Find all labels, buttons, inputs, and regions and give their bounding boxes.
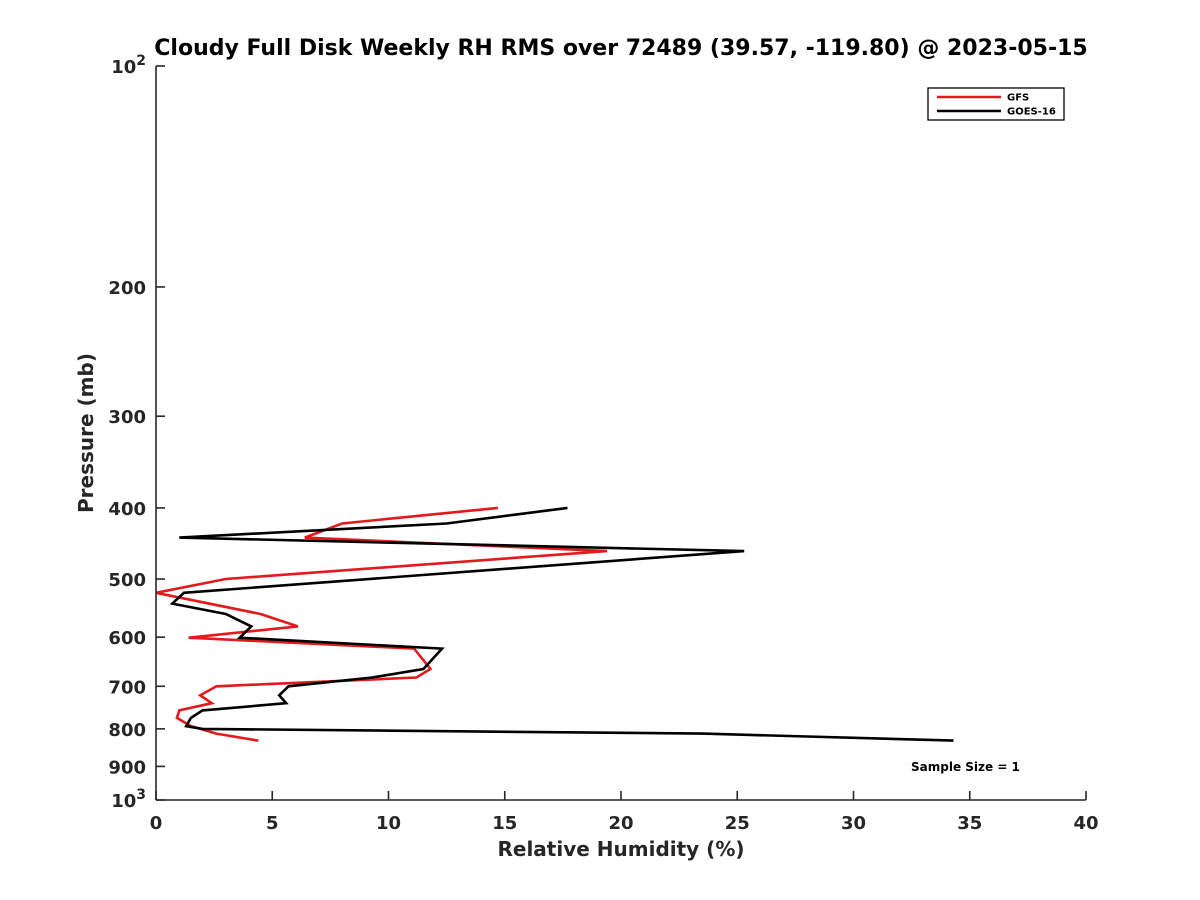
y-tick-label: 600 bbox=[108, 628, 146, 649]
series-layer bbox=[155, 506, 954, 742]
series-line-goes-16 bbox=[169, 506, 954, 742]
x-axis-label: Relative Humidity (%) bbox=[497, 837, 744, 861]
legend-label: GOES-16 bbox=[1007, 107, 1056, 118]
y-tick-label: 103 bbox=[111, 787, 146, 812]
y-tick-label: 500 bbox=[108, 570, 146, 591]
x-tick-label: 10 bbox=[376, 813, 401, 834]
legend-box bbox=[927, 87, 1065, 121]
y-tick-label: 700 bbox=[108, 677, 146, 698]
x-tick-label: 0 bbox=[150, 813, 163, 834]
x-tick-label: 20 bbox=[608, 813, 633, 834]
x-tick-label: 30 bbox=[841, 813, 866, 834]
y-axis-label: Pressure (mb) bbox=[74, 353, 98, 513]
y-tick-label: 102 bbox=[111, 53, 146, 78]
y-ticks: 102 200 300 400 500 600 700 800 900 103 bbox=[108, 53, 165, 812]
y-tick-label: 200 bbox=[108, 278, 146, 299]
x-tick-label: 5 bbox=[266, 813, 279, 834]
x-tick-label: 40 bbox=[1073, 813, 1098, 834]
legend: GFS GOES-16 bbox=[927, 87, 1065, 121]
x-tick-label: 25 bbox=[725, 813, 750, 834]
x-tick-label: 35 bbox=[957, 813, 982, 834]
x-tick-label: 15 bbox=[492, 813, 517, 834]
x-ticks: 0 5 10 15 20 25 30 35 40 bbox=[150, 791, 1099, 834]
y-tick-label: 800 bbox=[108, 720, 146, 741]
sample-size-annotation: Sample Size = 1 bbox=[911, 760, 1020, 774]
y-tick-label: 300 bbox=[108, 407, 146, 428]
y-tick-label: 900 bbox=[108, 757, 146, 778]
y-tick-label: 400 bbox=[108, 499, 146, 520]
series-line-gfs bbox=[155, 506, 608, 742]
legend-label: GFS bbox=[1007, 93, 1029, 104]
axes-layer bbox=[155, 66, 1086, 801]
chart-title: Cloudy Full Disk Weekly RH RMS over 7248… bbox=[154, 36, 1087, 61]
